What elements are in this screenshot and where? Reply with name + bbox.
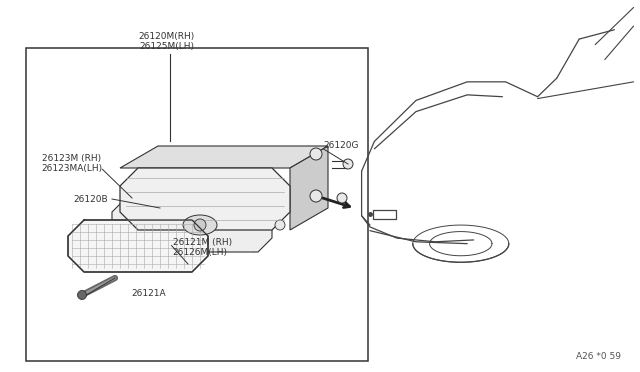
Polygon shape [68,220,208,272]
Polygon shape [290,146,328,230]
Circle shape [275,220,285,230]
Circle shape [77,291,86,299]
Text: 26120B: 26120B [74,195,108,203]
Bar [26,48,368,361]
Circle shape [343,159,353,169]
Circle shape [194,219,206,231]
Ellipse shape [183,215,217,235]
Text: 26120M(RH)
26125M(LH): 26120M(RH) 26125M(LH) [138,32,195,51]
Text: A26 *0 59: A26 *0 59 [576,352,621,361]
Circle shape [310,190,322,202]
Circle shape [310,148,322,160]
Circle shape [337,193,347,203]
Text: 26120G: 26120G [323,141,358,150]
Polygon shape [112,198,272,252]
Polygon shape [120,168,290,230]
Polygon shape [120,146,328,168]
Text: 26123M (RH)
26123MA(LH): 26123M (RH) 26123MA(LH) [42,154,103,173]
Text: 26121M (RH)
26126M(LH): 26121M (RH) 26126M(LH) [173,238,232,257]
Text: 26121A: 26121A [131,289,166,298]
